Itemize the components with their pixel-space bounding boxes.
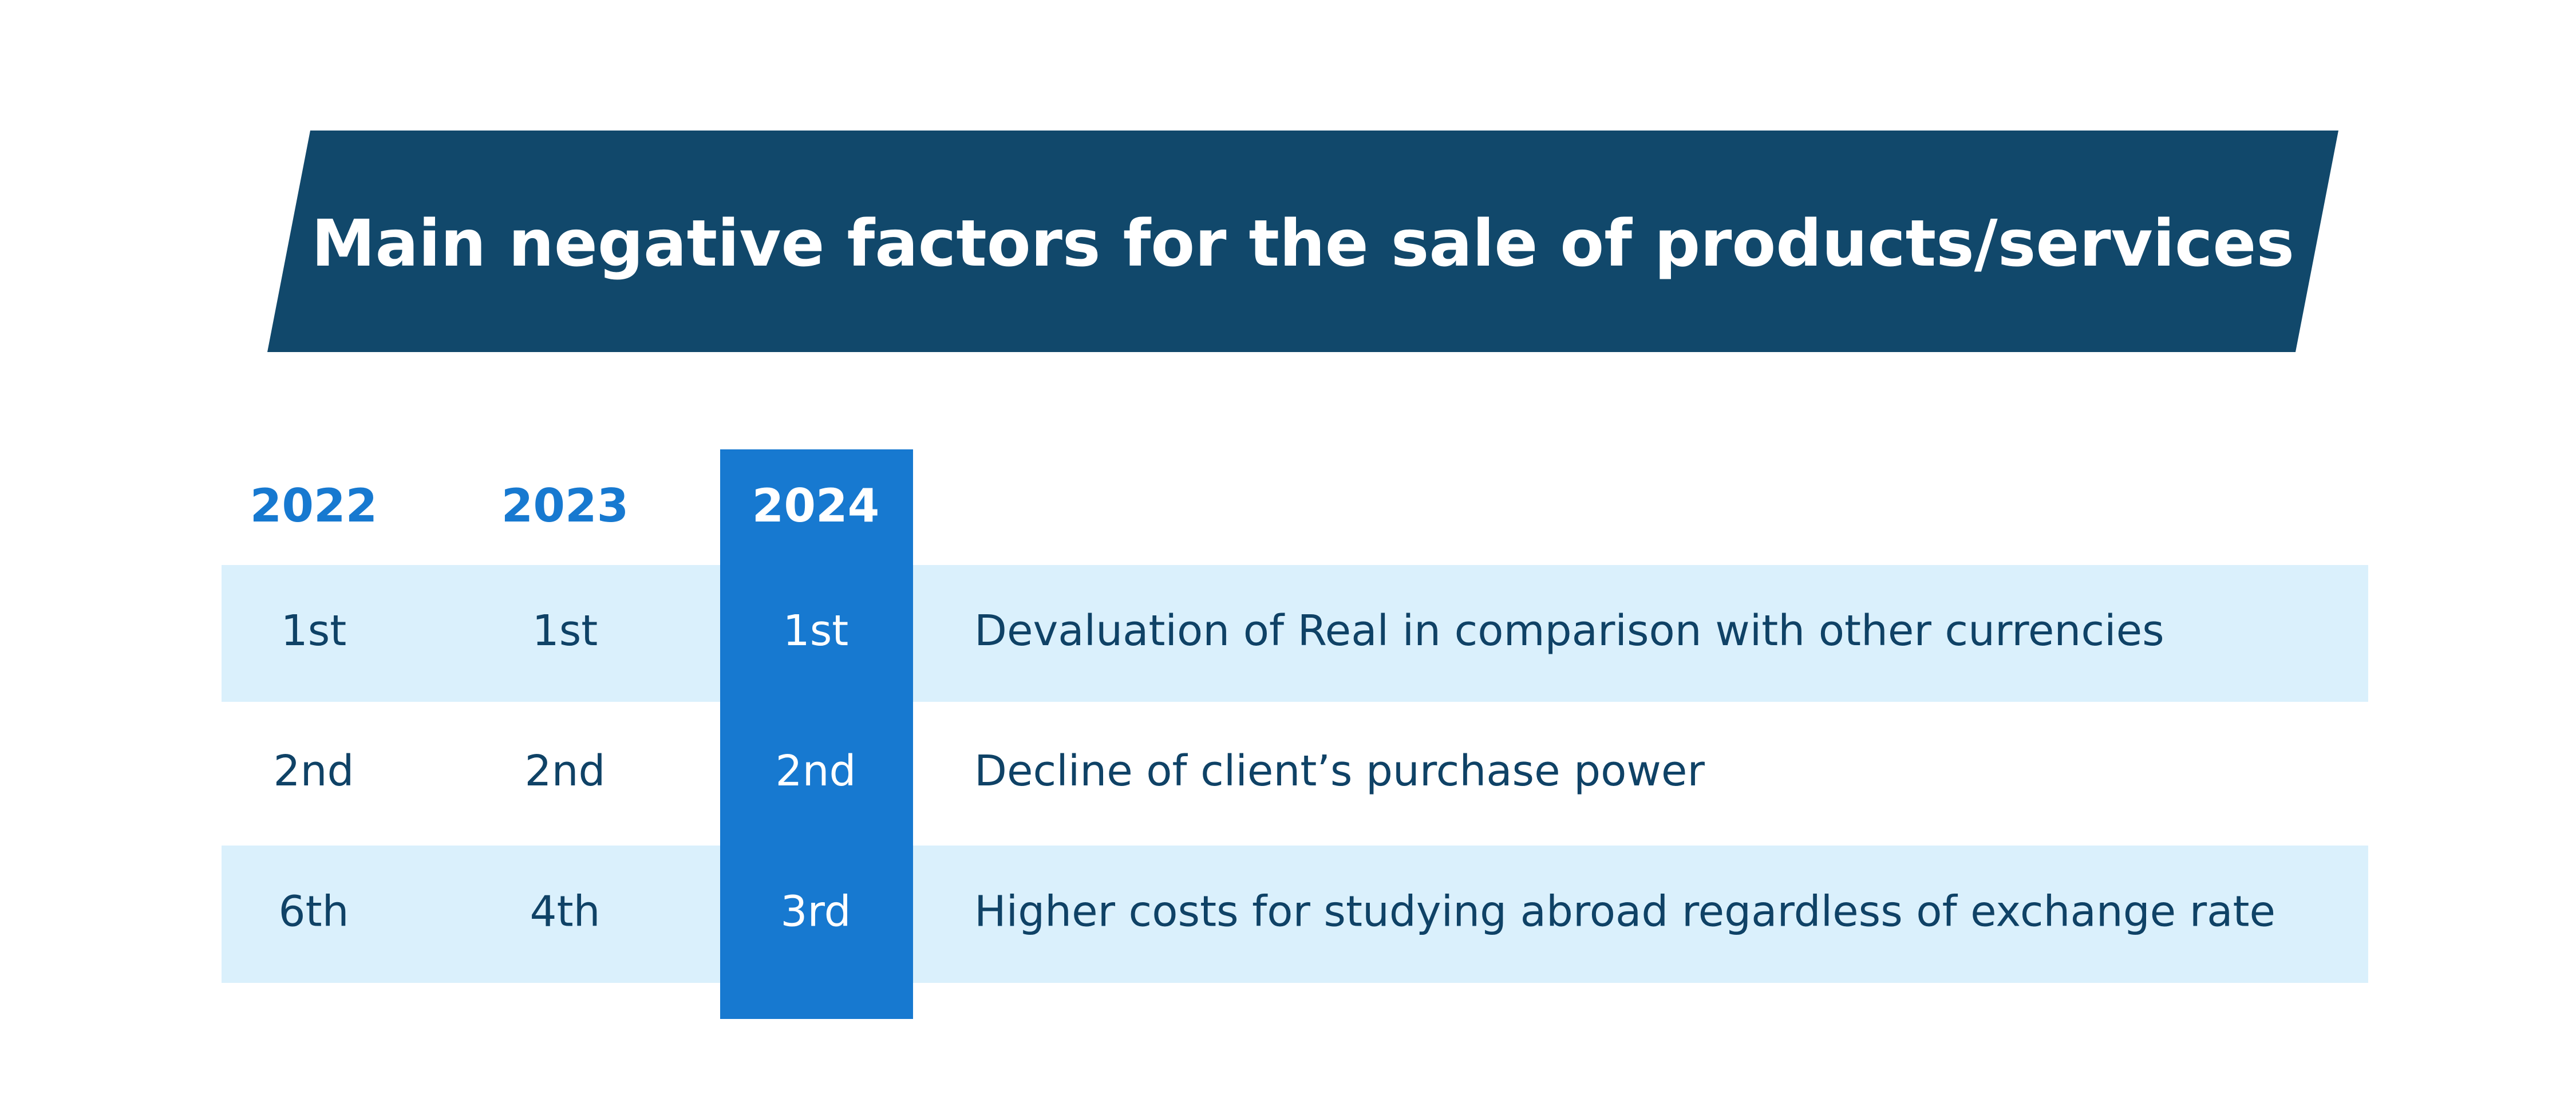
title-banner — [267, 131, 2338, 352]
rank-cell: 1st — [281, 606, 347, 655]
title: Main negative factors for the sale of pr… — [311, 207, 2294, 281]
highlight-column — [720, 449, 913, 1019]
rank-cell: 4th — [530, 887, 600, 937]
rank-cell: 6th — [279, 887, 349, 937]
factor-description: Devaluation of Real in comparison with o… — [974, 606, 2164, 655]
factor-description: Decline of client’s purchase power — [974, 746, 1705, 796]
row-background — [222, 565, 2368, 702]
table-rows — [222, 565, 2368, 983]
rank-cell: 1st — [532, 606, 598, 655]
rank-cell: 2nd — [525, 746, 606, 796]
rank-cell: 2nd — [776, 746, 856, 796]
column-header: 2023 — [501, 479, 629, 532]
rank-cell: 3rd — [780, 887, 851, 937]
rank-cell: 1st — [783, 606, 849, 655]
row-background — [222, 846, 2368, 983]
column-header: 2022 — [250, 479, 378, 532]
column-header: 2024 — [752, 479, 880, 532]
table-cells: 2022 2023 2024 1st 1st 1st Devaluation of Real… — [250, 479, 2275, 937]
factor-description: Higher costs for studying abroad regardl… — [974, 887, 2275, 937]
rank-cell: 2nd — [274, 746, 354, 796]
